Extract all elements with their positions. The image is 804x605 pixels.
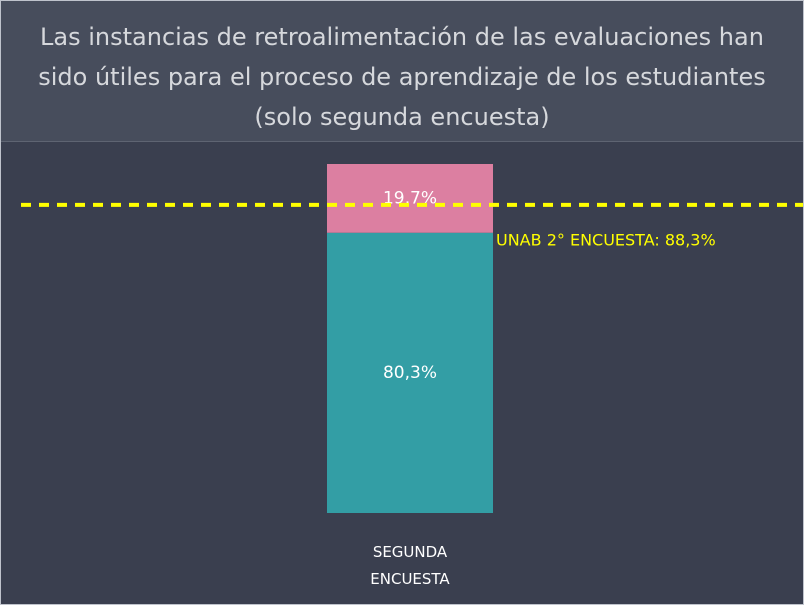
bar-segment [327,232,493,514]
x-tick-label: SEGUNDA ENCUESTA [370,543,450,588]
reference-label: UNAB 2° ENCUESTA: 88,3% [496,230,716,249]
data-label: 80,3% [383,363,437,383]
data-label: 19,7% [383,188,437,208]
bar-segment [327,164,493,233]
header-band [1,1,803,142]
chart-title: Las instancias de retroalimentación de l… [38,23,766,131]
